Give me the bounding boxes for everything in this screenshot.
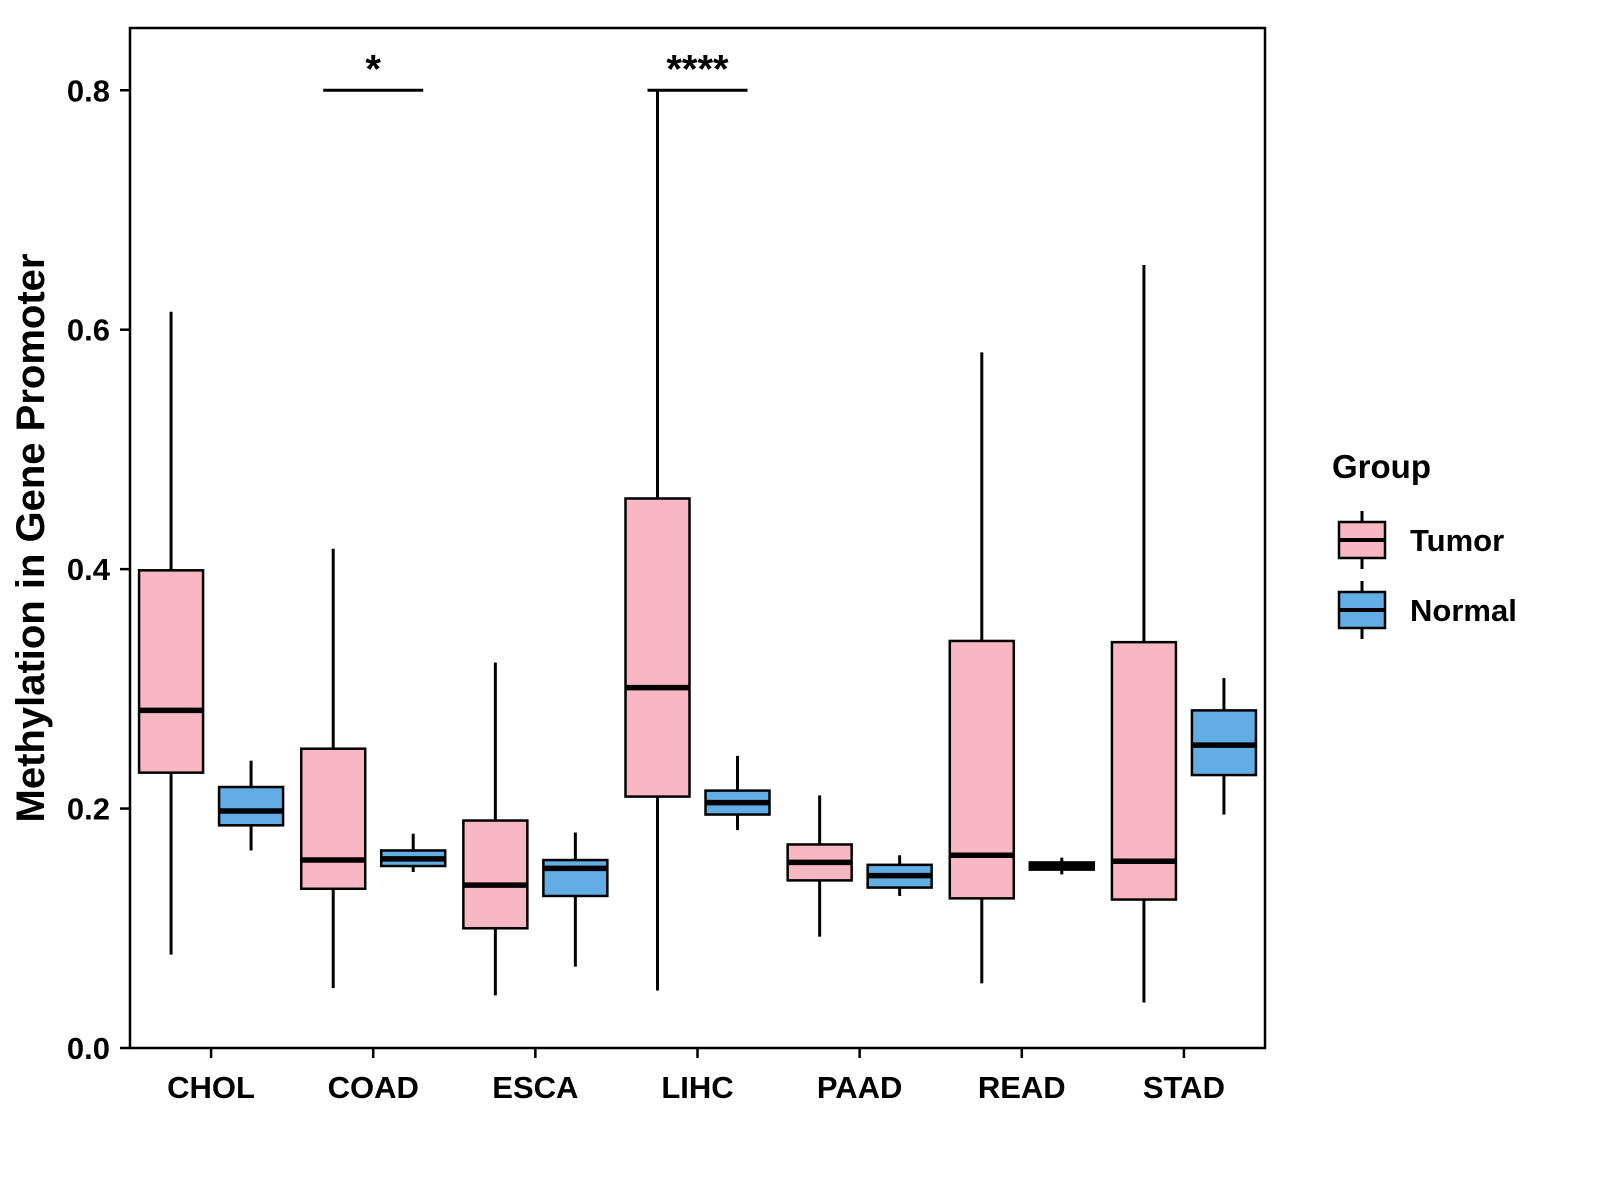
box-coad-normal <box>379 833 447 873</box>
x-tick-label-read: READ <box>978 1070 1066 1105</box>
iqr-box <box>624 497 691 798</box>
box-paad-normal <box>866 855 933 896</box>
iqr-box <box>462 819 529 930</box>
box-stad-normal <box>1190 678 1258 815</box>
y-tick-label: 0.6 <box>67 313 110 348</box>
plot-panel-border <box>128 26 1267 1050</box>
x-tick-label-coad: COAD <box>328 1070 419 1105</box>
significance-stars-coad: * <box>365 47 381 91</box>
legend-label-tumor: Tumor <box>1410 523 1504 558</box>
y-tick-label: 0.2 <box>67 792 110 827</box>
y-tick-label: 0.8 <box>67 73 110 108</box>
x-tick-label-paad: PAAD <box>817 1070 903 1105</box>
legend-title: Group <box>1332 448 1431 485</box>
box-read-normal <box>1028 857 1096 875</box>
box-lihc-normal <box>704 755 771 831</box>
y-tick-label: 0.0 <box>67 1031 110 1066</box>
box-stad-tumor <box>1110 265 1178 1003</box>
box-lihc-tumor <box>624 90 691 991</box>
x-tick-label-lihc: LIHC <box>661 1070 733 1105</box>
iqr-box <box>137 569 205 774</box>
iqr-box <box>1110 640 1178 901</box>
box-paad-tumor <box>786 795 853 937</box>
x-tick-label-chol: CHOL <box>167 1070 255 1105</box>
legend-entry-normal: Normal <box>1337 581 1517 639</box>
iqr-box <box>542 858 609 898</box>
box-chol-tumor <box>137 311 205 955</box>
y-tick-label: 0.4 <box>67 552 111 587</box>
iqr-box <box>217 785 285 827</box>
legend-label-normal: Normal <box>1410 593 1517 628</box>
legend-entry-tumor: Tumor <box>1337 511 1504 569</box>
x-tick-label-esca: ESCA <box>492 1070 578 1105</box>
iqr-box <box>948 639 1016 900</box>
x-tick-label-stad: STAD <box>1143 1070 1225 1105</box>
box-esca-normal <box>542 832 609 967</box>
significance-stars-lihc: **** <box>666 47 729 91</box>
box-esca-tumor <box>462 662 529 996</box>
box-chol-normal <box>217 760 285 851</box>
y-axis-title: Methylation in Gene Promoter <box>9 254 53 823</box>
box-coad-tumor <box>299 548 367 989</box>
iqr-box <box>299 747 367 891</box>
box-read-tumor <box>948 352 1016 984</box>
